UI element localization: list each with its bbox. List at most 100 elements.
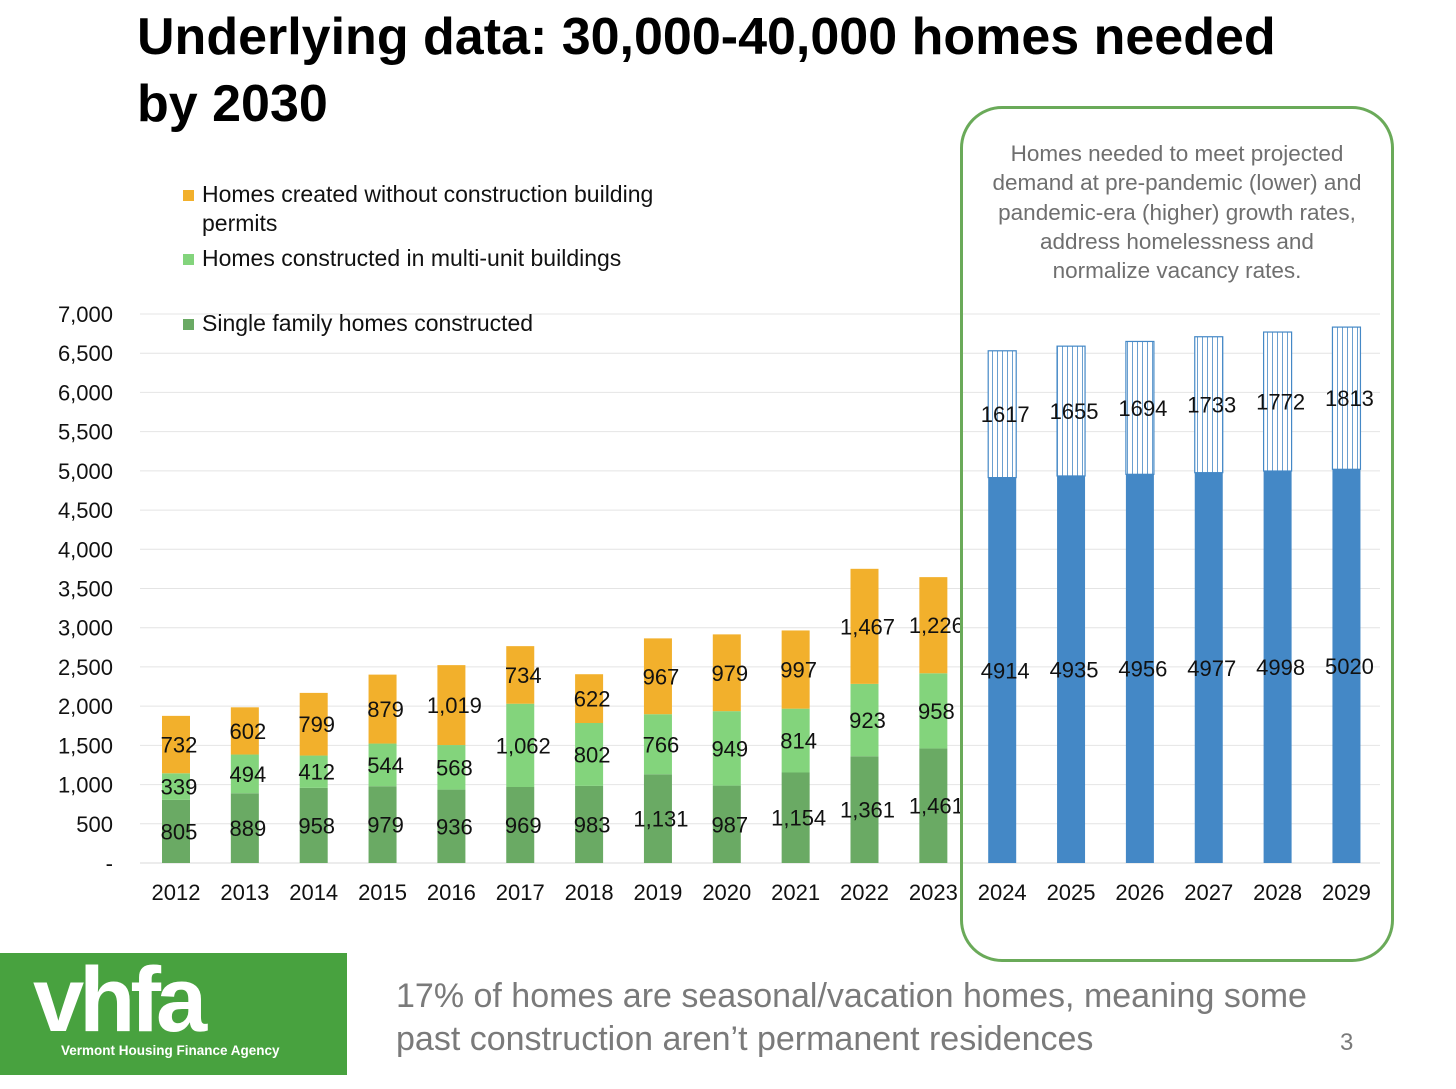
legend-swatch-single-family	[183, 319, 194, 330]
bar-segment-multi-unit-2017	[506, 703, 535, 788]
bar-segment-single-family-2017	[506, 787, 535, 863]
data-label: 1733	[1187, 393, 1236, 418]
legend-label-no-permit: Homes created without construction build…	[202, 181, 654, 236]
bar-segment-single-family-2014	[299, 787, 328, 863]
bar-segment-single-family-2023	[919, 748, 948, 863]
data-label: 544	[367, 753, 404, 778]
y-tick-label: 5,000	[58, 459, 113, 484]
data-label: 958	[298, 813, 335, 838]
legend-label-multi-unit: Homes constructed in multi-unit building…	[202, 245, 622, 271]
x-tick-label: 2021	[771, 880, 820, 905]
bar-segment-no-permit-2016	[437, 665, 466, 746]
data-label: 339	[161, 775, 198, 800]
data-labels: 805 339 732 889 494 602 958 412 799 979 544 879 936 5…	[161, 386, 1374, 844]
projection-callout-text: Homes needed to meet projected demand at…	[992, 141, 1362, 284]
x-tick-label: 2012	[152, 880, 201, 905]
data-label: 1,062	[496, 733, 551, 758]
bar-segment-projected-top-stripe-2026	[1125, 340, 1155, 475]
bar-segment-multi-unit-2014	[299, 755, 328, 788]
y-tick-label: 500	[76, 812, 113, 837]
x-tick-label: 2027	[1184, 880, 1233, 905]
y-tick-label: 2,500	[58, 655, 113, 680]
bar-segment-projected-top-stripe-2028	[1262, 331, 1293, 472]
data-label: 987	[711, 812, 748, 837]
data-label: 1694	[1118, 396, 1167, 421]
y-tick-label: 6,500	[58, 341, 113, 366]
bar-segment-projected-base-2028	[1263, 471, 1292, 863]
bar-segment-single-family-2013	[230, 793, 259, 863]
data-label: 5020	[1325, 654, 1374, 679]
data-label: 1,019	[427, 693, 482, 718]
data-label: 969	[505, 813, 542, 838]
y-tick-label: 4,000	[58, 537, 113, 562]
bar-segment-projected-top-stripe-2029	[1331, 326, 1362, 470]
data-label: 1617	[981, 402, 1030, 427]
data-label: 4914	[981, 658, 1030, 683]
y-tick-label: 3,000	[58, 616, 113, 641]
bar-segment-no-permit-2012	[162, 715, 190, 774]
data-label: 1772	[1256, 390, 1305, 415]
bar-segment-no-permit-2017	[506, 646, 535, 704]
x-tick-label: 2029	[1322, 880, 1371, 905]
data-label: 879	[367, 697, 404, 722]
data-label: 734	[505, 663, 542, 688]
bar-segment-single-family-2016	[437, 789, 466, 863]
x-tick-label: 2023	[909, 880, 958, 905]
page-number: 3	[1340, 1029, 1354, 1056]
data-label: 1,361	[840, 798, 895, 823]
bar-segment-multi-unit-2019	[643, 714, 672, 775]
y-axis-ticks: - 500 1,000 1,500 2,000 2,500 3,000 3,500 4,000 4…	[58, 302, 113, 876]
bar-segment-multi-unit-2012	[162, 773, 190, 800]
x-tick-label: 2024	[978, 880, 1027, 905]
legend-swatch-multi-unit	[183, 254, 194, 265]
x-tick-label: 2022	[840, 880, 889, 905]
data-label: 494	[229, 762, 266, 787]
bar-segment-no-permit-2022	[850, 568, 879, 684]
data-label: 805	[161, 819, 198, 844]
data-label: 802	[574, 742, 611, 767]
x-tick-label: 2013	[220, 880, 269, 905]
bar-segment-projected-base-2029	[1332, 469, 1361, 863]
legend-item-multi-unit: Homes constructed in multi-unit building…	[183, 244, 693, 273]
data-label: 412	[298, 760, 335, 785]
data-label: 1813	[1325, 386, 1374, 411]
y-tick-label: 5,500	[58, 420, 113, 445]
chart-legend-multi: Homes constructed in multi-unit building…	[183, 244, 693, 273]
data-label: 979	[367, 813, 404, 838]
data-label: 1,226	[909, 613, 964, 638]
data-label: 1,154	[771, 806, 826, 831]
data-label: 949	[711, 736, 748, 761]
x-tick-label: 2025	[1047, 880, 1096, 905]
bar-segment-single-family-2021	[781, 772, 810, 863]
data-label: 4935	[1050, 657, 1099, 682]
bar-segment-projected-base-2026	[1125, 474, 1154, 863]
y-tick-label: -	[106, 851, 113, 876]
bar-segment-multi-unit-2022	[850, 683, 879, 757]
bar-segment-single-family-2012	[162, 799, 190, 863]
data-label: 4998	[1256, 655, 1305, 680]
y-tick-label: 1,500	[58, 733, 113, 758]
bar-segment-no-permit-2021	[781, 630, 810, 709]
data-label: 979	[711, 661, 748, 686]
bar-segment-no-permit-2023	[919, 577, 948, 674]
legend-swatch-no-permit	[183, 190, 194, 201]
data-label: 732	[161, 733, 198, 758]
x-axis-ticks: 2012 2013 2014 2015 2016 2017 2018 2019 2020 2021…	[152, 880, 1371, 905]
data-label: 1655	[1050, 399, 1099, 424]
bar-segment-single-family-2015	[368, 786, 397, 863]
x-tick-label: 2020	[702, 880, 751, 905]
x-tick-label: 2018	[565, 880, 614, 905]
x-tick-label: 2026	[1115, 880, 1164, 905]
vhfa-logo: vhfa Vermont Housing Finance Agency	[0, 949, 347, 1075]
logo-wordmark: vhfa	[33, 949, 207, 1051]
x-tick-label: 2015	[358, 880, 407, 905]
bar-segment-multi-unit-2018	[575, 723, 604, 786]
data-label: 4977	[1187, 656, 1236, 681]
x-tick-label: 2016	[427, 880, 476, 905]
bar-segment-projected-base-2024	[988, 477, 1017, 863]
bar-segment-projected-top-stripe-2027	[1194, 336, 1224, 474]
bar-segment-no-permit-2013	[230, 707, 259, 755]
bar-segment-no-permit-2019	[643, 638, 672, 715]
bar-segment-single-family-2019	[643, 774, 672, 863]
